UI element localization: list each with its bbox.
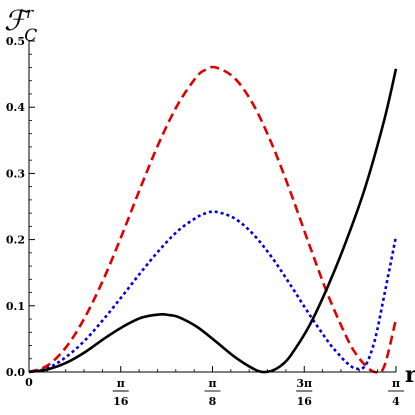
y-axis-label: ℱr C	[4, 4, 37, 46]
y-tick-label: 0.4	[6, 101, 25, 114]
x-tick-label: 0	[25, 376, 33, 389]
x-tick-denominator: 8	[209, 395, 217, 408]
curves-layer	[28, 65, 398, 375]
y-tick-label: 0.2	[6, 234, 25, 247]
x-tick-denominator: 4	[392, 395, 400, 408]
x-axis-label: r	[405, 362, 415, 388]
series-line-dotted	[28, 210, 398, 374]
y-tick-label: 0.5	[6, 35, 25, 48]
x-tick-numerator: π	[392, 377, 400, 390]
y-tick-label: 0.3	[6, 167, 25, 180]
y-tick-label: 0.0	[6, 366, 25, 379]
y-axis-label-superscript: r	[26, 4, 34, 22]
series-line-solid	[28, 68, 398, 374]
x-tick-denominator: 16	[297, 395, 313, 408]
y-axis-label-subscript: C	[24, 26, 37, 46]
series-line-dashed	[28, 65, 398, 375]
x-tick-numerator: π	[208, 377, 216, 390]
x-tick-numerator: π	[117, 377, 125, 390]
x-tick-denominator: 16	[113, 395, 129, 408]
x-tick-numerator: 3π	[296, 377, 312, 390]
x-ticks: 0 π 16 π 8 3π 16 π 4	[25, 366, 404, 408]
y-tick-label: 0.1	[6, 300, 25, 313]
y-ticks: 0.0 0.1 0.2 0.3 0.4 0.5	[6, 35, 35, 379]
